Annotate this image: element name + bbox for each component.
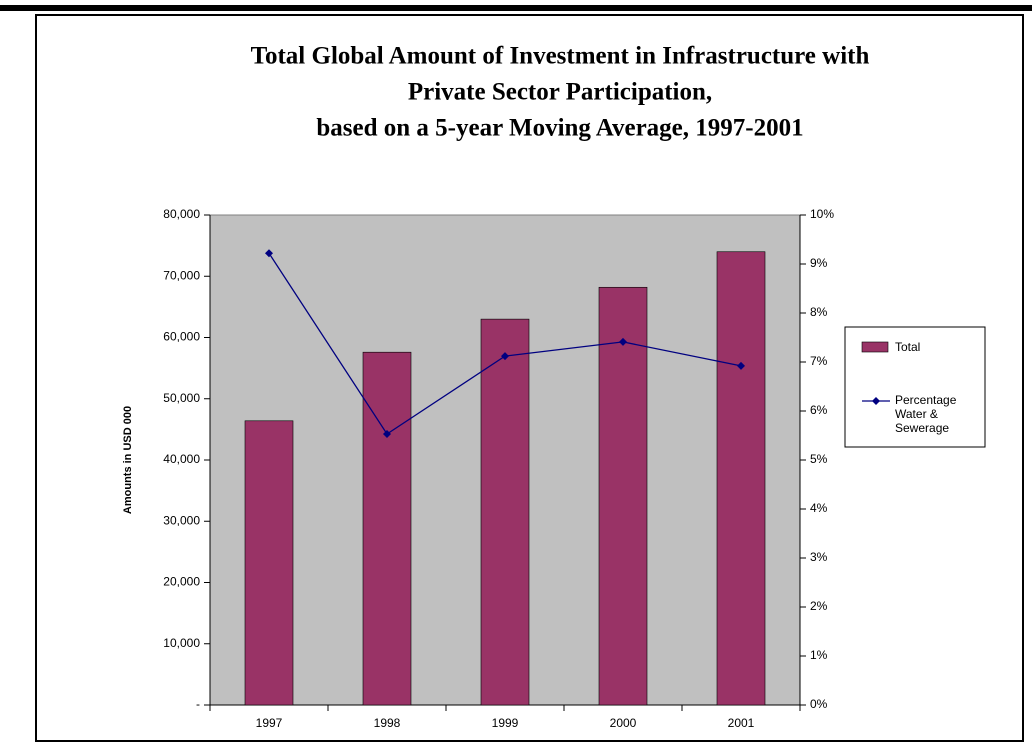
chart-title: Private Sector Participation, bbox=[408, 79, 712, 106]
marker bbox=[383, 430, 391, 439]
y2-tick-label: 7% bbox=[810, 354, 828, 368]
bar bbox=[480, 318, 530, 706]
bar bbox=[716, 251, 766, 706]
y2-tick-label: 3% bbox=[810, 550, 828, 564]
y-tick-label: 80,000 bbox=[163, 207, 200, 221]
x-tick-label: 1997 bbox=[256, 716, 283, 730]
marker bbox=[737, 361, 745, 370]
marker bbox=[501, 352, 509, 361]
y2-tick-label: 0% bbox=[810, 697, 828, 711]
chart-title: based on a 5-year Moving Average, 1997-2… bbox=[316, 115, 803, 142]
chart-title: Total Global Amount of Investment in Inf… bbox=[251, 43, 870, 70]
y2-tick-label: 1% bbox=[810, 648, 828, 662]
legend-swatch bbox=[861, 341, 889, 353]
legend-label: Percentage Water & Sewerage bbox=[895, 393, 957, 435]
bar bbox=[362, 351, 412, 706]
y-tick-label: 30,000 bbox=[163, 513, 200, 527]
y-tick-label: 60,000 bbox=[163, 330, 200, 344]
y-tick-label: 40,000 bbox=[163, 452, 200, 466]
bar bbox=[244, 420, 294, 706]
x-tick-label: 2001 bbox=[728, 716, 755, 730]
y2-tick-label: 2% bbox=[810, 599, 828, 613]
y2-tick-label: 10% bbox=[810, 207, 834, 221]
x-tick-label: 2000 bbox=[610, 716, 637, 730]
y2-tick-label: 6% bbox=[810, 403, 828, 417]
y-tick-label: 70,000 bbox=[163, 268, 200, 282]
y-axis-label: Amounts in USD 000 bbox=[122, 406, 134, 514]
y2-tick-label: 8% bbox=[810, 305, 828, 319]
marker bbox=[265, 249, 273, 258]
y2-tick-label: 9% bbox=[810, 256, 828, 270]
y2-tick-label: 4% bbox=[810, 501, 828, 515]
y-tick-label: 50,000 bbox=[163, 391, 200, 405]
y-tick-label: 10,000 bbox=[163, 636, 200, 650]
legend-marker bbox=[872, 397, 880, 405]
x-tick-label: 1998 bbox=[374, 716, 401, 730]
top-rule bbox=[0, 5, 1032, 11]
bar bbox=[598, 286, 648, 706]
y-tick-label: - bbox=[196, 697, 200, 711]
x-tick-label: 1999 bbox=[492, 716, 519, 730]
marker bbox=[619, 337, 627, 346]
frame bbox=[35, 14, 1024, 742]
legend-label: Total bbox=[895, 340, 920, 354]
y-tick-label: 20,000 bbox=[163, 575, 200, 589]
y2-tick-label: 5% bbox=[810, 452, 828, 466]
